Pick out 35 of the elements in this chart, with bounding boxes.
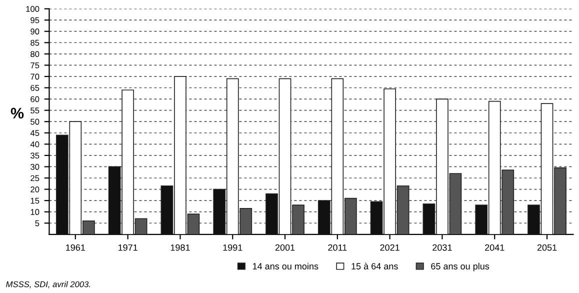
x-tick-label: 2001 bbox=[275, 244, 295, 251]
x-tick-label: 2021 bbox=[380, 244, 400, 251]
y-tick-label: 80 bbox=[30, 51, 40, 58]
x-tick-label: 2041 bbox=[485, 244, 504, 251]
y-tick-label: 10 bbox=[30, 209, 40, 215]
y-tick-label: 75 bbox=[30, 62, 40, 68]
y-tick-label: 55 bbox=[30, 108, 40, 114]
y-tick-label: 30 bbox=[30, 164, 40, 170]
y-tick-label: 95 bbox=[30, 17, 40, 24]
legend-label: 14 ans ou moins bbox=[252, 262, 318, 270]
y-tick-label: 20 bbox=[30, 186, 40, 192]
x-tick-label: 1991 bbox=[223, 244, 242, 251]
y-tick-label: 25 bbox=[30, 175, 40, 182]
y-tick-label: 50 bbox=[30, 118, 40, 125]
y-tick-label: 70 bbox=[30, 74, 40, 80]
x-tick-label: 2031 bbox=[432, 244, 452, 251]
y-tick-label: 15 bbox=[30, 198, 40, 204]
x-tick-label: 1981 bbox=[170, 244, 190, 251]
y-tick-label: 90 bbox=[30, 28, 40, 34]
x-tick-label: 1961 bbox=[66, 244, 86, 251]
y-tick-label: 5 bbox=[35, 220, 40, 226]
text: MSSS, SDI, avril 2003. bbox=[6, 281, 90, 288]
y-tick-label: 40 bbox=[30, 141, 40, 148]
y-tick-label: 60 bbox=[30, 96, 40, 102]
y-tick-label: 85 bbox=[30, 40, 40, 46]
y-tick-label: 45 bbox=[30, 130, 40, 136]
y-axis-title: % bbox=[10, 108, 24, 119]
y-tick-label: 35 bbox=[30, 152, 40, 159]
y-tick-label: 100 bbox=[26, 6, 40, 12]
x-tick-label: 2051 bbox=[537, 244, 557, 251]
x-tick-label: 2011 bbox=[328, 244, 347, 251]
x-tick-label: 1971 bbox=[118, 244, 138, 251]
legend-label: 65 ans ou plus bbox=[431, 262, 490, 272]
y-tick-label: 65 bbox=[30, 84, 40, 91]
legend-label: 15 à 64 ans bbox=[352, 262, 398, 270]
